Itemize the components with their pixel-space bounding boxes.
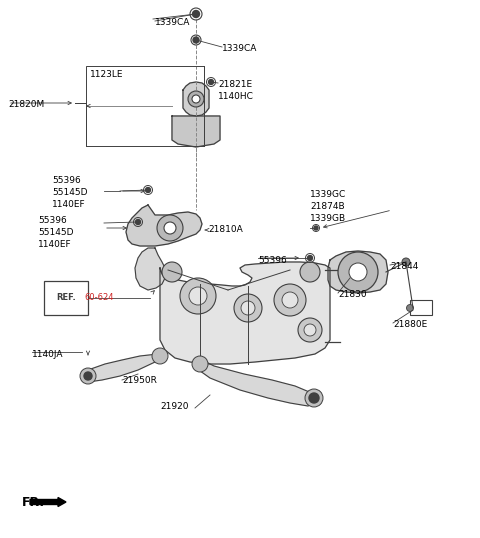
Text: REF.: REF. [56, 294, 76, 302]
Text: 21874B: 21874B [310, 202, 345, 211]
Circle shape [304, 324, 316, 336]
Text: 1140JA: 1140JA [32, 350, 63, 359]
Text: 21830: 21830 [338, 290, 367, 299]
Circle shape [80, 368, 96, 384]
Circle shape [298, 318, 322, 342]
Text: 55396: 55396 [38, 216, 67, 225]
Circle shape [241, 301, 255, 315]
Polygon shape [126, 205, 202, 246]
Circle shape [162, 262, 182, 282]
Text: 21821E: 21821E [218, 80, 252, 89]
Text: 60-624: 60-624 [84, 294, 113, 302]
Circle shape [180, 278, 216, 314]
Circle shape [135, 220, 141, 224]
Circle shape [402, 258, 410, 266]
Text: 55145D: 55145D [38, 228, 73, 237]
Circle shape [193, 37, 199, 43]
Text: 21820M: 21820M [8, 100, 44, 109]
Bar [86, 66, 204, 146]
Text: FR.: FR. [22, 496, 45, 509]
Circle shape [314, 226, 318, 230]
Polygon shape [135, 248, 166, 290]
Text: 1140HC: 1140HC [218, 92, 254, 101]
Text: 1339GC: 1339GC [310, 190, 346, 199]
FancyArrow shape [30, 498, 66, 506]
Text: 21950R: 21950R [122, 376, 157, 385]
Circle shape [282, 292, 298, 308]
Polygon shape [160, 262, 330, 364]
Circle shape [145, 188, 151, 193]
Circle shape [164, 222, 176, 234]
Circle shape [300, 262, 320, 282]
Circle shape [234, 294, 262, 322]
Text: 55396: 55396 [258, 256, 287, 265]
Text: 1339GB: 1339GB [310, 214, 346, 223]
Circle shape [192, 95, 200, 103]
Text: 21920: 21920 [160, 402, 189, 411]
Text: 1339CA: 1339CA [222, 44, 257, 53]
Circle shape [308, 256, 312, 260]
Text: 1123LE: 1123LE [90, 70, 123, 79]
Circle shape [407, 305, 413, 312]
Polygon shape [172, 116, 220, 147]
Polygon shape [196, 360, 316, 406]
Text: 1339CA: 1339CA [155, 18, 191, 27]
Circle shape [274, 284, 306, 316]
Polygon shape [183, 82, 209, 116]
Circle shape [192, 356, 208, 372]
Bar [410, 300, 432, 315]
Circle shape [84, 372, 92, 380]
Text: 21810A: 21810A [208, 225, 243, 234]
Polygon shape [328, 251, 388, 293]
Text: 1140EF: 1140EF [52, 200, 85, 209]
Polygon shape [85, 354, 162, 382]
Circle shape [309, 393, 319, 403]
Circle shape [338, 252, 378, 292]
Circle shape [189, 287, 207, 305]
Text: 21844: 21844 [390, 262, 419, 271]
Circle shape [192, 11, 200, 18]
Text: 1140EF: 1140EF [38, 240, 72, 249]
Circle shape [157, 215, 183, 241]
Text: 55396: 55396 [52, 176, 81, 185]
Circle shape [208, 80, 214, 84]
Circle shape [305, 389, 323, 407]
Text: 55145D: 55145D [52, 188, 87, 197]
Circle shape [349, 263, 367, 281]
Circle shape [152, 348, 168, 364]
Text: 21880E: 21880E [393, 320, 427, 329]
Circle shape [188, 91, 204, 107]
